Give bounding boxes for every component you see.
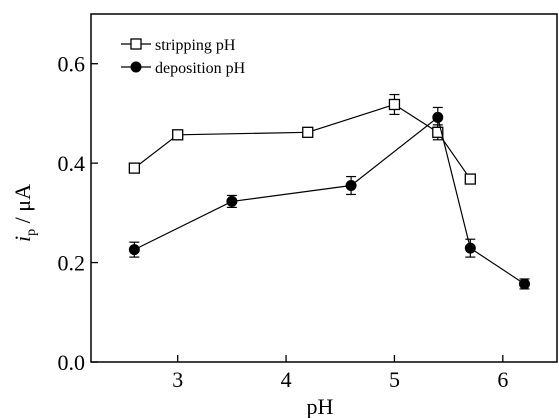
y-axis-title-symbol: i <box>10 236 35 242</box>
x-tick-label: 3 <box>172 367 183 392</box>
series-line <box>133 103 471 180</box>
x-tick-label: 6 <box>497 367 508 392</box>
y-axis-title-subscript: p <box>24 229 39 236</box>
legend-item-deposition: deposition pH <box>121 60 246 77</box>
plot-frame <box>90 13 558 363</box>
data-point-square <box>388 98 401 111</box>
data-point-circle <box>464 242 476 254</box>
data-point-square <box>464 173 476 185</box>
data-point-square <box>302 126 314 138</box>
series-stripping <box>128 93 476 185</box>
data-point-square <box>128 162 140 174</box>
legend: stripping pH deposition pH <box>121 37 246 77</box>
y-tick-label: 0.6 <box>58 52 86 77</box>
data-point-square <box>172 129 184 141</box>
y-axis-title-unit: / μA <box>10 184 35 229</box>
y-tick-label: 0.0 <box>58 350 86 375</box>
series-deposition <box>128 106 530 290</box>
x-tick-label: 4 <box>281 367 292 392</box>
x-tick-label: 5 <box>389 367 400 392</box>
legend-filled-circle-marker <box>130 61 142 73</box>
series-line <box>134 116 525 285</box>
data-point-circle <box>345 180 357 192</box>
y-tick-label: 0.4 <box>58 151 86 176</box>
data-point-circle <box>226 195 238 207</box>
series-layer <box>128 93 530 290</box>
y-axis-title: ip / μA <box>10 184 39 242</box>
data-point-circle <box>518 278 530 290</box>
x-axis-title: pH <box>307 394 334 418</box>
legend-item-stripping: stripping pH <box>121 37 236 54</box>
y-tick-label: 0.2 <box>58 251 86 276</box>
legend-open-square-marker <box>130 38 142 50</box>
axis-ticks: 3 4 5 6 0.0 0.2 0.4 0.6 <box>58 52 509 392</box>
data-point-circle <box>128 244 140 256</box>
legend-label-stripping: stripping pH <box>155 37 236 54</box>
data-point-circle <box>432 111 444 123</box>
plot-area <box>90 13 558 363</box>
legend-label-deposition: deposition pH <box>155 60 246 77</box>
